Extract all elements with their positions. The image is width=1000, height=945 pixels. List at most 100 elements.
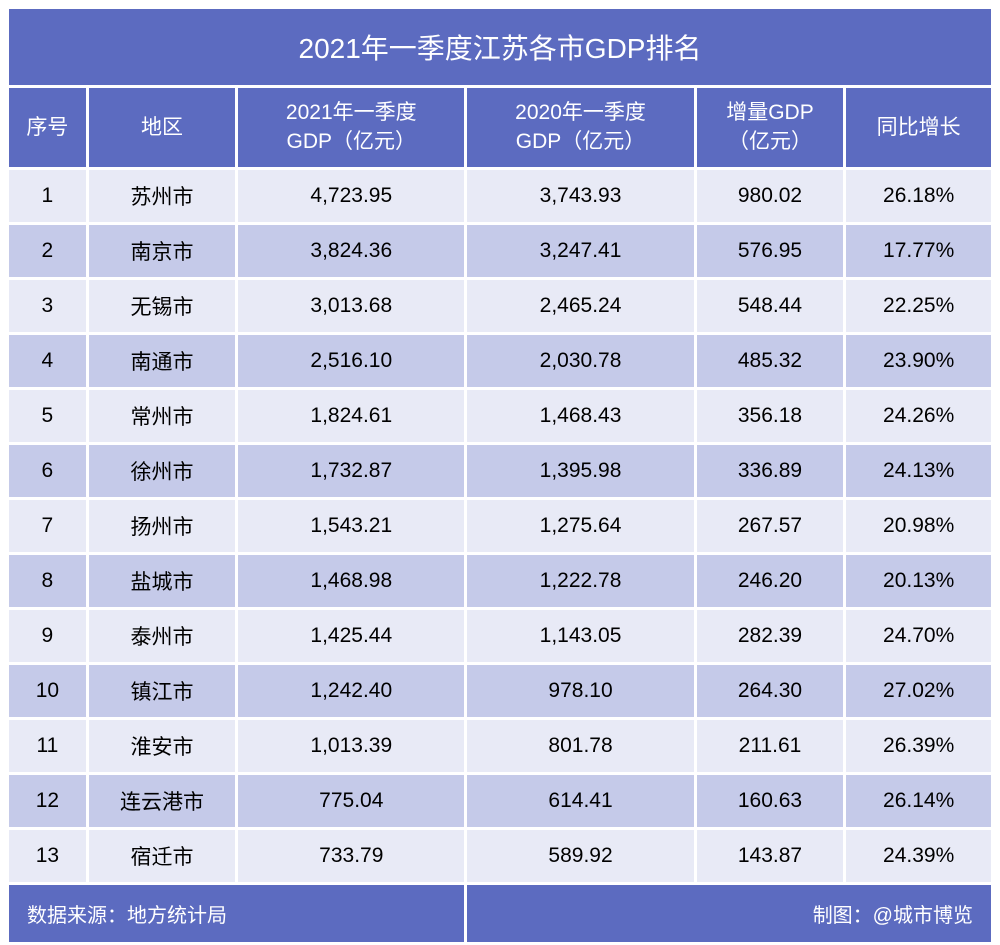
- table-row: 5常州市1,824.611,468.43356.1824.26%: [8, 388, 993, 443]
- table-footer-row: 数据来源：地方统计局 制图：@城市博览: [8, 883, 993, 943]
- cell-inc: 336.89: [695, 443, 845, 498]
- cell-seq: 5: [8, 388, 88, 443]
- cell-inc: 267.57: [695, 498, 845, 553]
- cell-yoy: 20.98%: [845, 498, 993, 553]
- cell-gdp21: 2,516.10: [237, 333, 466, 388]
- cell-yoy: 26.14%: [845, 773, 993, 828]
- cell-seq: 6: [8, 443, 88, 498]
- cell-area: 南通市: [87, 333, 236, 388]
- cell-seq: 1: [8, 168, 88, 223]
- cell-area: 盐城市: [87, 553, 236, 608]
- footer-credit: 制图：@城市博览: [466, 883, 993, 943]
- cell-yoy: 17.77%: [845, 223, 993, 278]
- cell-gdp20: 978.10: [466, 663, 695, 718]
- cell-seq: 10: [8, 663, 88, 718]
- cell-area: 镇江市: [87, 663, 236, 718]
- cell-gdp21: 1,013.39: [237, 718, 466, 773]
- cell-gdp21: 1,824.61: [237, 388, 466, 443]
- cell-inc: 246.20: [695, 553, 845, 608]
- cell-yoy: 24.39%: [845, 828, 993, 883]
- cell-gdp20: 1,275.64: [466, 498, 695, 553]
- cell-inc: 282.39: [695, 608, 845, 663]
- table-row: 2南京市3,824.363,247.41576.9517.77%: [8, 223, 993, 278]
- table-row: 6徐州市1,732.871,395.98336.8924.13%: [8, 443, 993, 498]
- col-header-inc: 增量GDP（亿元）: [695, 87, 845, 169]
- cell-inc: 160.63: [695, 773, 845, 828]
- cell-inc: 356.18: [695, 388, 845, 443]
- cell-gdp20: 589.92: [466, 828, 695, 883]
- cell-yoy: 20.13%: [845, 553, 993, 608]
- cell-yoy: 27.02%: [845, 663, 993, 718]
- cell-gdp20: 1,395.98: [466, 443, 695, 498]
- cell-yoy: 26.39%: [845, 718, 993, 773]
- table-row: 7扬州市1,543.211,275.64267.5720.98%: [8, 498, 993, 553]
- gdp-ranking-table: 2021年一季度江苏各市GDP排名 序号 地区 2021年一季度GDP（亿元） …: [6, 6, 994, 945]
- cell-yoy: 24.26%: [845, 388, 993, 443]
- table-row: 11淮安市1,013.39801.78211.6126.39%: [8, 718, 993, 773]
- table-header-row: 序号 地区 2021年一季度GDP（亿元） 2020年一季度GDP（亿元） 增量…: [8, 87, 993, 169]
- cell-inc: 264.30: [695, 663, 845, 718]
- cell-gdp20: 1,143.05: [466, 608, 695, 663]
- table-title-row: 2021年一季度江苏各市GDP排名: [8, 8, 993, 87]
- cell-yoy: 24.13%: [845, 443, 993, 498]
- cell-area: 淮安市: [87, 718, 236, 773]
- cell-seq: 7: [8, 498, 88, 553]
- cell-gdp21: 1,242.40: [237, 663, 466, 718]
- col-header-gdp20: 2020年一季度GDP（亿元）: [466, 87, 695, 169]
- cell-seq: 11: [8, 718, 88, 773]
- cell-area: 连云港市: [87, 773, 236, 828]
- cell-area: 苏州市: [87, 168, 236, 223]
- cell-seq: 2: [8, 223, 88, 278]
- col-header-gdp21: 2021年一季度GDP（亿元）: [237, 87, 466, 169]
- cell-area: 宿迁市: [87, 828, 236, 883]
- cell-inc: 576.95: [695, 223, 845, 278]
- cell-gdp20: 1,222.78: [466, 553, 695, 608]
- cell-gdp21: 1,468.98: [237, 553, 466, 608]
- cell-gdp20: 801.78: [466, 718, 695, 773]
- cell-yoy: 26.18%: [845, 168, 993, 223]
- cell-gdp21: 1,543.21: [237, 498, 466, 553]
- cell-yoy: 23.90%: [845, 333, 993, 388]
- cell-gdp20: 3,247.41: [466, 223, 695, 278]
- cell-area: 南京市: [87, 223, 236, 278]
- cell-gdp20: 614.41: [466, 773, 695, 828]
- col-header-area: 地区: [87, 87, 236, 169]
- cell-inc: 143.87: [695, 828, 845, 883]
- table-row: 9泰州市1,425.441,143.05282.3924.70%: [8, 608, 993, 663]
- cell-gdp20: 1,468.43: [466, 388, 695, 443]
- cell-yoy: 22.25%: [845, 278, 993, 333]
- cell-area: 徐州市: [87, 443, 236, 498]
- cell-gdp21: 775.04: [237, 773, 466, 828]
- cell-area: 扬州市: [87, 498, 236, 553]
- table-row: 8盐城市1,468.981,222.78246.2020.13%: [8, 553, 993, 608]
- cell-seq: 12: [8, 773, 88, 828]
- cell-seq: 8: [8, 553, 88, 608]
- col-header-yoy: 同比增长: [845, 87, 993, 169]
- cell-gdp20: 2,465.24: [466, 278, 695, 333]
- cell-seq: 13: [8, 828, 88, 883]
- cell-inc: 548.44: [695, 278, 845, 333]
- cell-seq: 3: [8, 278, 88, 333]
- footer-source: 数据来源：地方统计局: [8, 883, 466, 943]
- cell-seq: 4: [8, 333, 88, 388]
- cell-inc: 980.02: [695, 168, 845, 223]
- cell-gdp21: 3,013.68: [237, 278, 466, 333]
- cell-inc: 485.32: [695, 333, 845, 388]
- cell-area: 泰州市: [87, 608, 236, 663]
- cell-gdp21: 1,732.87: [237, 443, 466, 498]
- cell-gdp21: 733.79: [237, 828, 466, 883]
- cell-gdp20: 2,030.78: [466, 333, 695, 388]
- cell-gdp21: 3,824.36: [237, 223, 466, 278]
- cell-gdp21: 1,425.44: [237, 608, 466, 663]
- col-header-seq: 序号: [8, 87, 88, 169]
- table-row: 10镇江市1,242.40978.10264.3027.02%: [8, 663, 993, 718]
- cell-gdp20: 3,743.93: [466, 168, 695, 223]
- table-row: 13宿迁市733.79589.92143.8724.39%: [8, 828, 993, 883]
- cell-inc: 211.61: [695, 718, 845, 773]
- table-row: 3无锡市3,013.682,465.24548.4422.25%: [8, 278, 993, 333]
- table-row: 12连云港市775.04614.41160.6326.14%: [8, 773, 993, 828]
- cell-seq: 9: [8, 608, 88, 663]
- cell-yoy: 24.70%: [845, 608, 993, 663]
- cell-area: 常州市: [87, 388, 236, 443]
- cell-area: 无锡市: [87, 278, 236, 333]
